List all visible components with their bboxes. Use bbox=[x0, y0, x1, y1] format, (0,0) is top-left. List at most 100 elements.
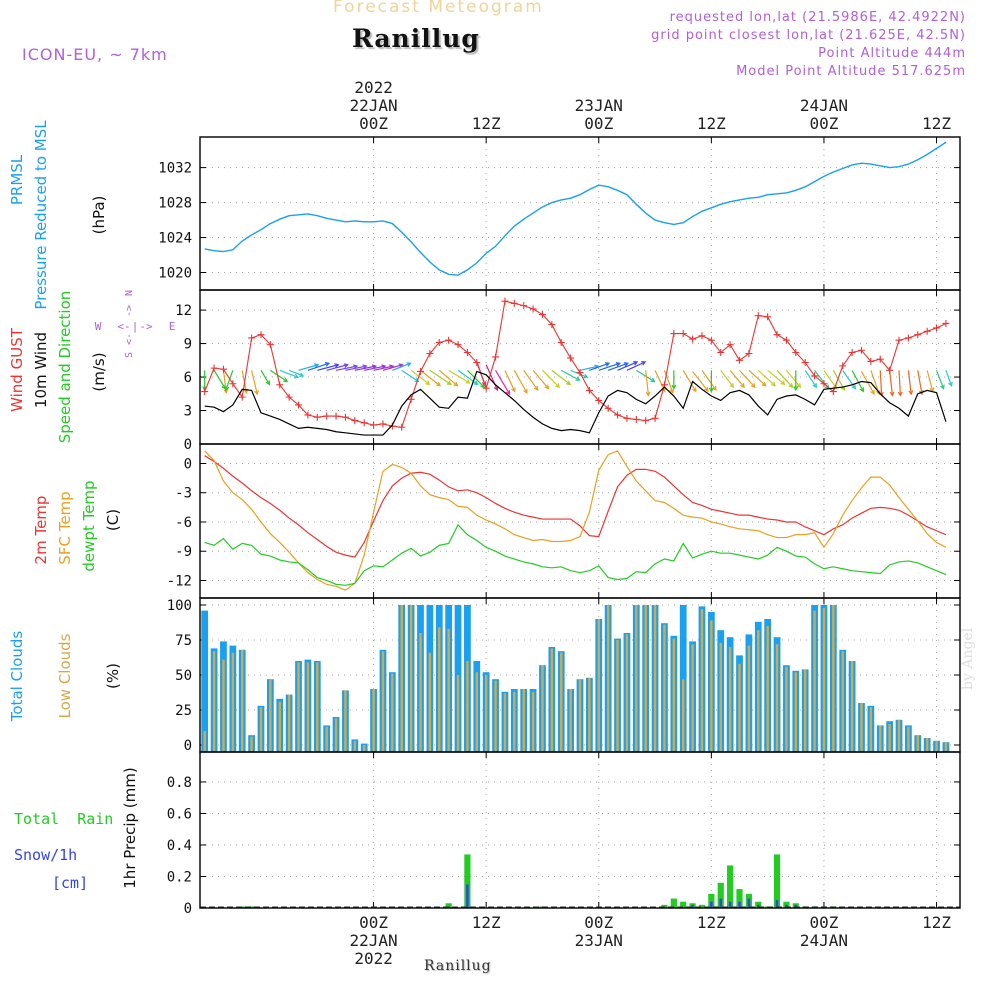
wind-direction-arrow bbox=[225, 370, 234, 391]
wind-arrow-head bbox=[473, 380, 479, 386]
top-time-label: 12Z bbox=[697, 114, 726, 133]
wind-direction-arrow bbox=[935, 370, 945, 389]
low-cloud-bar bbox=[259, 707, 263, 752]
low-clouds-axis-label: Low Clouds bbox=[56, 633, 74, 718]
dewpt-line bbox=[204, 523, 947, 586]
low-cloud-bar bbox=[879, 725, 882, 752]
gust-marker bbox=[304, 411, 312, 419]
top-time-label: 12Z bbox=[922, 114, 951, 133]
y-tick-label: 0 bbox=[184, 901, 192, 917]
gust-marker bbox=[557, 338, 565, 346]
gust-marker bbox=[510, 299, 518, 307]
y-tick-label: -3 bbox=[175, 486, 192, 502]
rain-bar bbox=[248, 906, 255, 908]
wind-arrow-head bbox=[299, 372, 305, 378]
gust-marker bbox=[398, 423, 406, 431]
panel-frame bbox=[199, 289, 961, 445]
wind-direction-arrow bbox=[392, 362, 411, 371]
wind-direction-arrow bbox=[907, 370, 912, 395]
wind-direction-arrow bbox=[776, 369, 793, 388]
wind-arrow-head bbox=[465, 379, 471, 384]
wind-direction-arrow bbox=[438, 369, 458, 387]
low-cloud-bar bbox=[316, 662, 319, 752]
gust-marker bbox=[276, 381, 284, 389]
rain-bar bbox=[727, 865, 734, 908]
wind-arrow-head bbox=[780, 380, 786, 386]
y-tick-label: -9 bbox=[175, 544, 192, 560]
snow-bar bbox=[785, 904, 788, 908]
wind-arrow-head bbox=[511, 387, 516, 393]
gust-marker bbox=[942, 319, 950, 327]
low-cloud-bar bbox=[869, 707, 873, 752]
snow-bar bbox=[747, 898, 751, 908]
low-cloud-bar bbox=[738, 663, 741, 752]
point-altitude: Point Altitude 444m bbox=[818, 46, 966, 61]
snow-bar bbox=[757, 904, 760, 908]
rain-bar bbox=[717, 882, 724, 908]
bottom-time-label: 00Z bbox=[809, 913, 838, 932]
wind-arrow-head bbox=[575, 376, 581, 381]
wind-direction-arrow bbox=[607, 362, 628, 371]
gust-marker bbox=[295, 401, 303, 409]
y-tick-label: 0.6 bbox=[167, 806, 192, 822]
wind-arrow-head bbox=[940, 384, 945, 390]
gust-marker bbox=[257, 331, 265, 339]
top-time-label: 00Z bbox=[809, 114, 838, 133]
rain-bar bbox=[680, 901, 687, 908]
low-cloud-bar bbox=[888, 724, 891, 752]
gust-marker bbox=[435, 338, 443, 346]
bottom-time-label: 22JAN bbox=[349, 931, 397, 950]
wind-direction-arrow bbox=[842, 370, 856, 389]
compass-s: S bbox=[124, 352, 135, 358]
y-tick-label: 0.4 bbox=[167, 838, 192, 854]
wind-arrow-head bbox=[406, 362, 412, 367]
wind-direction-arrow bbox=[307, 362, 330, 371]
gust-axis-label: Wind GUST bbox=[8, 327, 26, 412]
wind-direction-arrow bbox=[851, 370, 864, 392]
wind-direction-arrow bbox=[579, 365, 599, 371]
rain-bar bbox=[239, 906, 246, 908]
wind-direction-arrow bbox=[317, 364, 339, 371]
gust-marker bbox=[904, 334, 912, 342]
clouds-unit-label: (%) bbox=[104, 663, 122, 689]
wind-arrow-head bbox=[859, 387, 864, 393]
gust-marker bbox=[801, 359, 809, 367]
wind-arrow-head bbox=[851, 384, 857, 390]
gust-marker bbox=[426, 350, 434, 358]
wind-arrow-head bbox=[645, 391, 651, 397]
low-cloud-bar bbox=[494, 680, 497, 752]
pressure-axis-label: PRMSL bbox=[8, 154, 26, 205]
wind-direction-arrow bbox=[335, 365, 358, 371]
t2m-line bbox=[204, 455, 947, 558]
gust-marker bbox=[848, 348, 856, 356]
wind-direction-arrow bbox=[682, 370, 697, 392]
low-cloud-bar bbox=[794, 672, 798, 752]
y-tick-label: 3 bbox=[184, 404, 192, 420]
wind-direction-arrow bbox=[635, 369, 655, 383]
gust-marker bbox=[576, 369, 584, 377]
wind-arrow-head bbox=[641, 361, 647, 366]
grid-point-coordinates: grid point closest lon,lat (21.625E, 42.… bbox=[651, 28, 966, 43]
low-cloud-bar bbox=[625, 634, 629, 752]
wind-direction-arrow bbox=[692, 371, 709, 392]
sfc-temp-axis-label: SFC Temp bbox=[56, 491, 74, 564]
wind-direction-arrow bbox=[364, 365, 386, 371]
low-cloud-bar bbox=[935, 740, 938, 752]
low-cloud-bar bbox=[635, 605, 638, 752]
low-cloud-bar bbox=[419, 633, 422, 752]
wind-direction-arrow bbox=[213, 370, 226, 389]
gust-marker bbox=[332, 412, 340, 420]
gust-marker bbox=[379, 420, 387, 428]
pressure-axis-label: Pressure Reduced to MSL bbox=[32, 120, 50, 310]
wind-arrow-head bbox=[650, 377, 656, 383]
y-tick-label: 1032 bbox=[158, 161, 192, 177]
gust-marker bbox=[595, 396, 603, 404]
low-cloud-bar bbox=[728, 647, 732, 752]
low-cloud-bar bbox=[269, 679, 272, 752]
snow-bar bbox=[710, 901, 713, 908]
low-cloud-bar bbox=[644, 605, 647, 752]
top-time-label: 00Z bbox=[359, 114, 388, 133]
y-tick-label: -6 bbox=[175, 515, 192, 531]
wind-arrow-head bbox=[615, 362, 621, 367]
